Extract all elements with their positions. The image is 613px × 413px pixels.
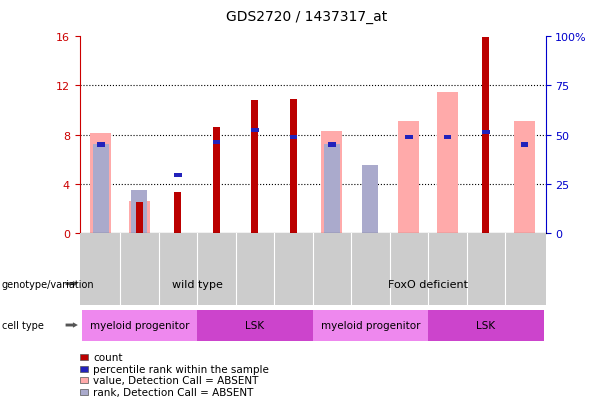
- Text: value, Detection Call = ABSENT: value, Detection Call = ABSENT: [93, 375, 259, 385]
- Bar: [398, 122, 419, 233]
- Bar: [321, 132, 343, 233]
- Bar: [328, 143, 336, 147]
- Bar: [136, 203, 143, 233]
- Text: FoxO deficient: FoxO deficient: [388, 279, 468, 289]
- Text: wild type: wild type: [172, 279, 223, 289]
- Bar: [129, 202, 150, 233]
- Bar: [93, 145, 109, 233]
- Bar: [131, 190, 147, 233]
- Text: LSK: LSK: [476, 320, 495, 330]
- Bar: [213, 140, 220, 145]
- Bar: [174, 173, 181, 178]
- Text: myeloid progenitor: myeloid progenitor: [321, 320, 420, 330]
- Bar: [482, 38, 489, 233]
- Bar: [251, 101, 258, 233]
- Text: cell type: cell type: [2, 320, 44, 330]
- Bar: [520, 143, 528, 147]
- Bar: [290, 100, 297, 233]
- Bar: [324, 145, 340, 233]
- Bar: [97, 143, 105, 147]
- Text: LSK: LSK: [245, 320, 264, 330]
- Bar: [289, 135, 297, 140]
- Bar: [405, 135, 413, 140]
- Text: rank, Detection Call = ABSENT: rank, Detection Call = ABSENT: [93, 387, 254, 397]
- Bar: [90, 134, 112, 233]
- Bar: [437, 93, 458, 233]
- Bar: [482, 131, 490, 135]
- Text: myeloid progenitor: myeloid progenitor: [89, 320, 189, 330]
- Text: genotype/variation: genotype/variation: [2, 279, 94, 289]
- Bar: [444, 135, 451, 140]
- Bar: [213, 128, 220, 233]
- Bar: [251, 128, 259, 133]
- Text: count: count: [93, 352, 123, 362]
- Text: GDS2720 / 1437317_at: GDS2720 / 1437317_at: [226, 10, 387, 24]
- Bar: [362, 166, 378, 233]
- Bar: [514, 122, 535, 233]
- Text: percentile rank within the sample: percentile rank within the sample: [93, 364, 269, 374]
- Bar: [175, 193, 181, 233]
